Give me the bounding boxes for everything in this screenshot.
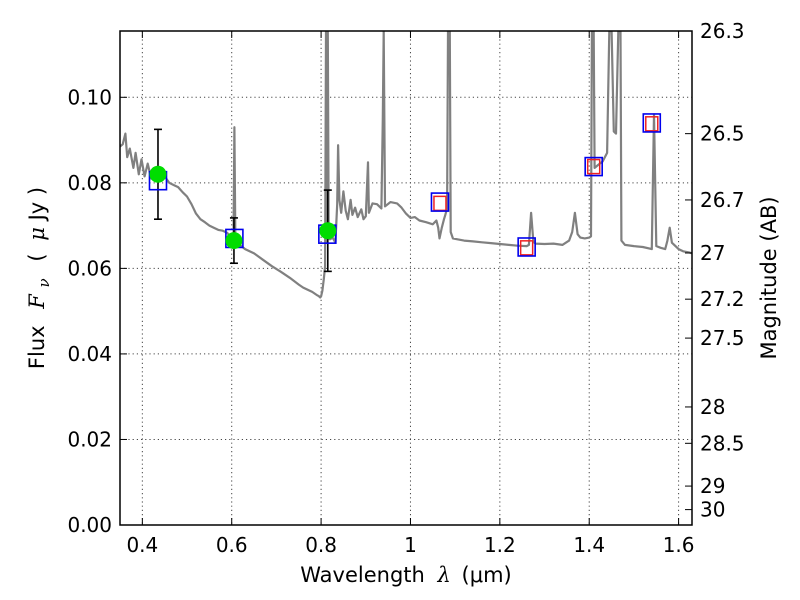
model-spectrum-line bbox=[120, 31, 692, 299]
magnitude-axis-title: Magnitude (AB) bbox=[757, 196, 781, 359]
x-tick-label: 0.8 bbox=[305, 533, 337, 557]
y-tick-label: 0.00 bbox=[67, 513, 112, 537]
y-axis-title-unit-rest: Jy ) bbox=[25, 187, 49, 223]
y-axis: 0.00 0.02 0.04 0.06 0.08 0.10 bbox=[67, 85, 127, 537]
y-axis-title-unit-mu: μ bbox=[25, 227, 49, 241]
y-tick-label: 0.08 bbox=[67, 171, 112, 195]
y-axis-title: Flux F ν ( μ Jy ) bbox=[25, 187, 54, 369]
grid bbox=[120, 31, 692, 526]
y-axis-title-subscript: ν bbox=[35, 278, 53, 287]
upper-limit-marker bbox=[433, 195, 447, 212]
x-axis-title-prefix: Wavelength bbox=[300, 563, 425, 587]
model-photometry-marker bbox=[584, 156, 603, 177]
x-tick-label: 1.2 bbox=[484, 533, 516, 557]
x-axis: 0.4 0.6 0.8 1 1.2 1.4 1.6 bbox=[126, 31, 695, 557]
y-tick-label: 0.02 bbox=[67, 427, 112, 451]
model-photometry-marker bbox=[430, 192, 450, 212]
magnitude-tick-label: 26.5 bbox=[700, 122, 745, 146]
y-axis-title-prefix: Flux bbox=[25, 325, 49, 369]
observed-photometry-point bbox=[225, 232, 243, 250]
observed-photometry-point bbox=[319, 222, 337, 240]
upper-limit-marker bbox=[645, 116, 659, 132]
x-tick-label: 1.6 bbox=[663, 533, 695, 557]
x-tick-label: 0.6 bbox=[216, 533, 248, 557]
x-axis-title: Wavelength λ (μm) bbox=[300, 563, 511, 587]
magnitude-tick-label: 26.7 bbox=[700, 188, 745, 212]
magnitude-tick-label: 27.5 bbox=[700, 326, 745, 350]
y-axis-title-unit-open: ( bbox=[25, 253, 49, 261]
x-tick-label: 1.4 bbox=[573, 533, 605, 557]
observed-photometry-point bbox=[149, 165, 167, 183]
magnitude-tick-label: 27 bbox=[700, 241, 725, 265]
x-tick-label: 0.4 bbox=[126, 533, 158, 557]
x-tick-label: 1 bbox=[404, 533, 417, 557]
upper-limit-marker bbox=[519, 240, 534, 256]
upper-limit-marker bbox=[586, 158, 601, 175]
magnitude-tick-label: 28 bbox=[700, 395, 725, 419]
magnitude-tick-label: 29 bbox=[700, 474, 725, 498]
x-axis-title-unit: (μm) bbox=[462, 563, 512, 587]
y-tick-label: 0.04 bbox=[67, 342, 112, 366]
model-photometry-marker bbox=[642, 113, 662, 133]
model-photometry-marker bbox=[517, 237, 536, 257]
magnitude-tick-label: 30 bbox=[700, 498, 725, 522]
x-axis-title-symbol: λ bbox=[437, 563, 451, 587]
y-tick-label: 0.06 bbox=[67, 256, 112, 280]
magnitude-tick-label: 26.3 bbox=[700, 19, 745, 43]
y-axis-title-symbol: F bbox=[25, 293, 49, 310]
plot-frame bbox=[119, 30, 693, 526]
y-tick-label: 0.10 bbox=[67, 85, 112, 109]
magnitude-tick-label: 28.5 bbox=[700, 431, 745, 455]
magnitude-tick-label: 27.2 bbox=[700, 287, 745, 311]
